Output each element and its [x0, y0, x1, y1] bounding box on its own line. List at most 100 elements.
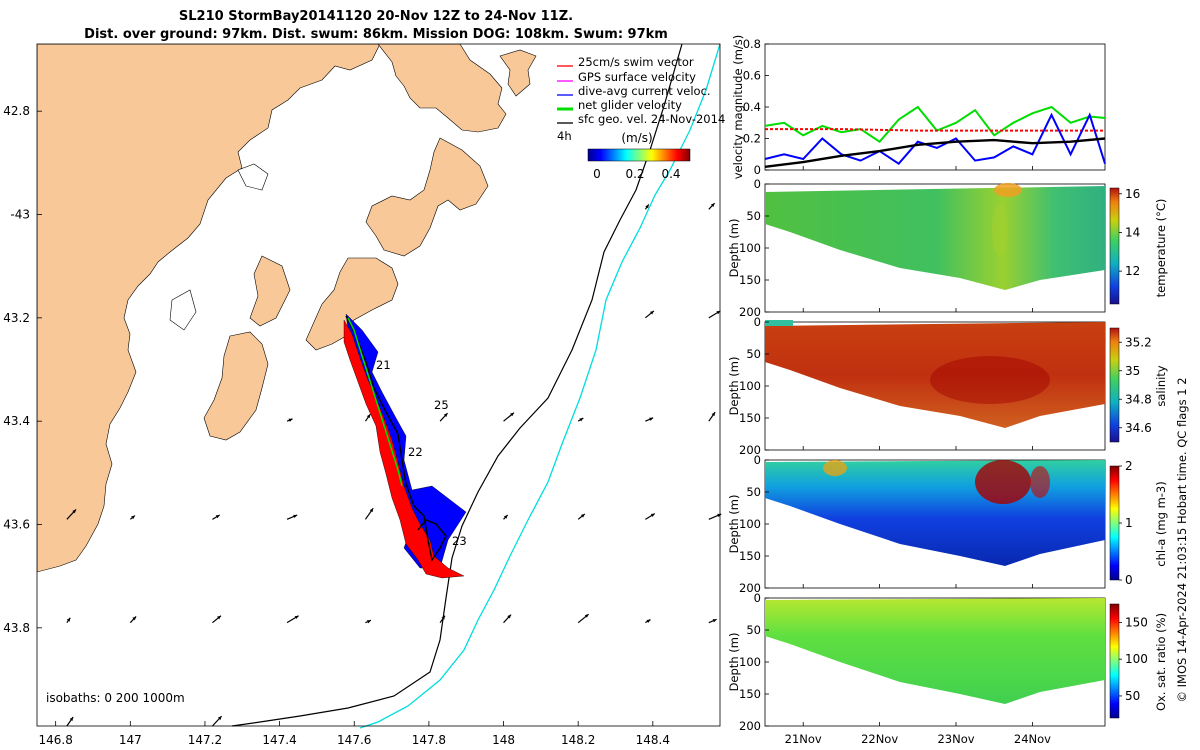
sfc-velocity-arrowhead [294, 615, 299, 620]
chla-bloom-patch-2 [1030, 466, 1050, 498]
map-xtick-label: 148 [492, 733, 515, 747]
salinity-ticks: 34.6 34.8 35 35.2 [1119, 335, 1152, 435]
sfc-velocity-arrowhead [217, 716, 222, 720]
oxygen-colorbar [1109, 603, 1120, 719]
waypoint-21: 21 [376, 358, 391, 372]
salinity-field [765, 322, 1105, 428]
legend-label-gps: GPS surface velocity [578, 70, 696, 84]
map-ytick-label: 43.6 [3, 518, 30, 532]
velocity-series-line [764, 112, 1106, 166]
sfc-velocity-arrowhead [369, 508, 374, 513]
depth-tick-label: 0 [754, 453, 761, 467]
colorbar-tick-label: 100 [1125, 652, 1148, 666]
sfc-velocity-arrowhead [710, 203, 715, 207]
velocity-ylabel: velocity magnitude (m/s) [731, 35, 745, 180]
glider-track-group: 21 25 22 23 [343, 313, 467, 579]
sfc-velocity-arrowhead [510, 412, 515, 417]
time-tick-label: 24Nov [1014, 732, 1051, 746]
sfc-velocity-arrowhead [72, 509, 77, 514]
land-northeast [377, 44, 507, 133]
depth-tick-label: 50 [746, 209, 761, 223]
colorbar-tick-label: 14 [1125, 225, 1140, 239]
colorbar-tick-0: 0 [593, 167, 601, 181]
colorbar-tick-label: 12 [1125, 264, 1140, 278]
legend-label-current: dive-avg current veloc. [578, 84, 711, 98]
sfc-velocity-arrowhead [217, 615, 221, 620]
sfc-velocity-arrowhead [293, 514, 298, 519]
depth-tick-label: 150 [739, 687, 761, 701]
map-xtick-label: 147 [119, 733, 142, 747]
oxygen-cbar-label: Ox. sat. ratio (%) [1154, 613, 1168, 711]
legend-label-geo: sfc geo. vel. 24-Nov-2014 [578, 112, 725, 126]
depth-tick-label: 200 [739, 443, 761, 457]
map-xtick-label: 148.4 [636, 733, 670, 747]
map-colorbar [587, 148, 691, 162]
land-tasman [305, 257, 399, 351]
sfc-velocity-arrowhead [366, 620, 371, 624]
depth-tick-label: 150 [739, 273, 761, 287]
map-panel: 21 25 22 23 25cm/s swim vector GPS surfa… [3, 43, 725, 747]
map-xtick-label: 147.2 [188, 733, 222, 747]
sfc-velocity-arrowhead [507, 614, 512, 619]
sfc-velocity-arrowhead [288, 418, 293, 422]
sfc-velocity-arrowhead [443, 413, 448, 417]
map-frame [36, 43, 721, 727]
velocity-ytick-label: 0 [754, 163, 761, 177]
sfc-velocity-arrowhead [646, 619, 651, 623]
legend-label-swim: 25cm/s swim vector [578, 55, 694, 69]
lake-1 [237, 163, 269, 191]
depth-axis-label: Depth (m) [727, 357, 741, 416]
depth-axis-label: Depth (m) [727, 495, 741, 554]
velocity-series-line [765, 128, 1105, 132]
isobath-200 [231, 43, 683, 727]
map-xtick-label: 147.8 [412, 733, 446, 747]
colorbar-tick-label: 35 [1125, 364, 1140, 378]
velocity-series-line [764, 137, 1106, 168]
chla-panel: 0 1 2 chl-a (mg m-3) [764, 459, 1168, 589]
temperature-ticks: 12 14 16 [1119, 187, 1140, 278]
colorbar-tick-label: 50 [1125, 689, 1140, 703]
depth-tick-label: 50 [746, 623, 761, 637]
colorbar-tick-label: 150 [1125, 615, 1148, 629]
map-xtick-label: 147.4 [262, 733, 296, 747]
map-xtick-label: 146.8 [38, 733, 72, 747]
land-bruny-north [249, 255, 291, 327]
velocity-ytick-label: 0.8 [743, 37, 761, 51]
depth-tick-label: 150 [739, 549, 761, 563]
sfc-velocity-arrowhead [650, 513, 655, 518]
land-forestier [365, 137, 489, 257]
time-tick-label: 22Nov [861, 732, 898, 746]
temperature-mid-patch [992, 204, 1008, 256]
map-xtick-label: 148.2 [561, 733, 595, 747]
colorbar-tick-label: 34.6 [1125, 421, 1152, 435]
chla-cbar-label: chl-a (mg m-3) [1154, 481, 1168, 566]
sfc-velocity-arrowhead [132, 616, 137, 621]
velocity-ytick-label: 0.2 [743, 132, 761, 146]
map-ytick-label: -43 [10, 208, 30, 222]
waypoint-23: 23 [452, 534, 467, 548]
oxygen-field [765, 598, 1105, 704]
land-group [37, 44, 537, 573]
lake-2 [169, 289, 197, 331]
salinity-surface-patch [765, 320, 793, 326]
waypoint-25: 25 [434, 398, 449, 412]
salinity-panel: 34.6 34.8 35 35.2 salinity [764, 320, 1168, 451]
map-x-ticks: 146.8 147 147.2 147.4 147.6 147.8 148 148.2 148.… [38, 721, 670, 747]
depth-tick-label: 0 [754, 315, 761, 329]
depth-tick-label: 150 [739, 411, 761, 425]
chla-orange-patch [823, 460, 847, 476]
depth-tick-label: 100 [739, 655, 761, 669]
swim-vector-patch [343, 319, 465, 579]
sfc-velocity-arrowhead [584, 614, 589, 618]
sfc-velocity-arrowhead [215, 514, 220, 519]
depth-tick-label: 100 [739, 241, 761, 255]
chla-colorbar [1109, 465, 1120, 581]
colorbar-tick-label: 35.2 [1125, 335, 1152, 349]
depth-tick-label: 50 [746, 485, 761, 499]
land-mainland [37, 44, 381, 573]
sfc-velocity-arrowhead [66, 617, 71, 622]
colorbar-unit: (m/s) [621, 131, 652, 145]
time-tick-label: 21Nov [785, 732, 822, 746]
salinity-high-patch [930, 356, 1050, 404]
